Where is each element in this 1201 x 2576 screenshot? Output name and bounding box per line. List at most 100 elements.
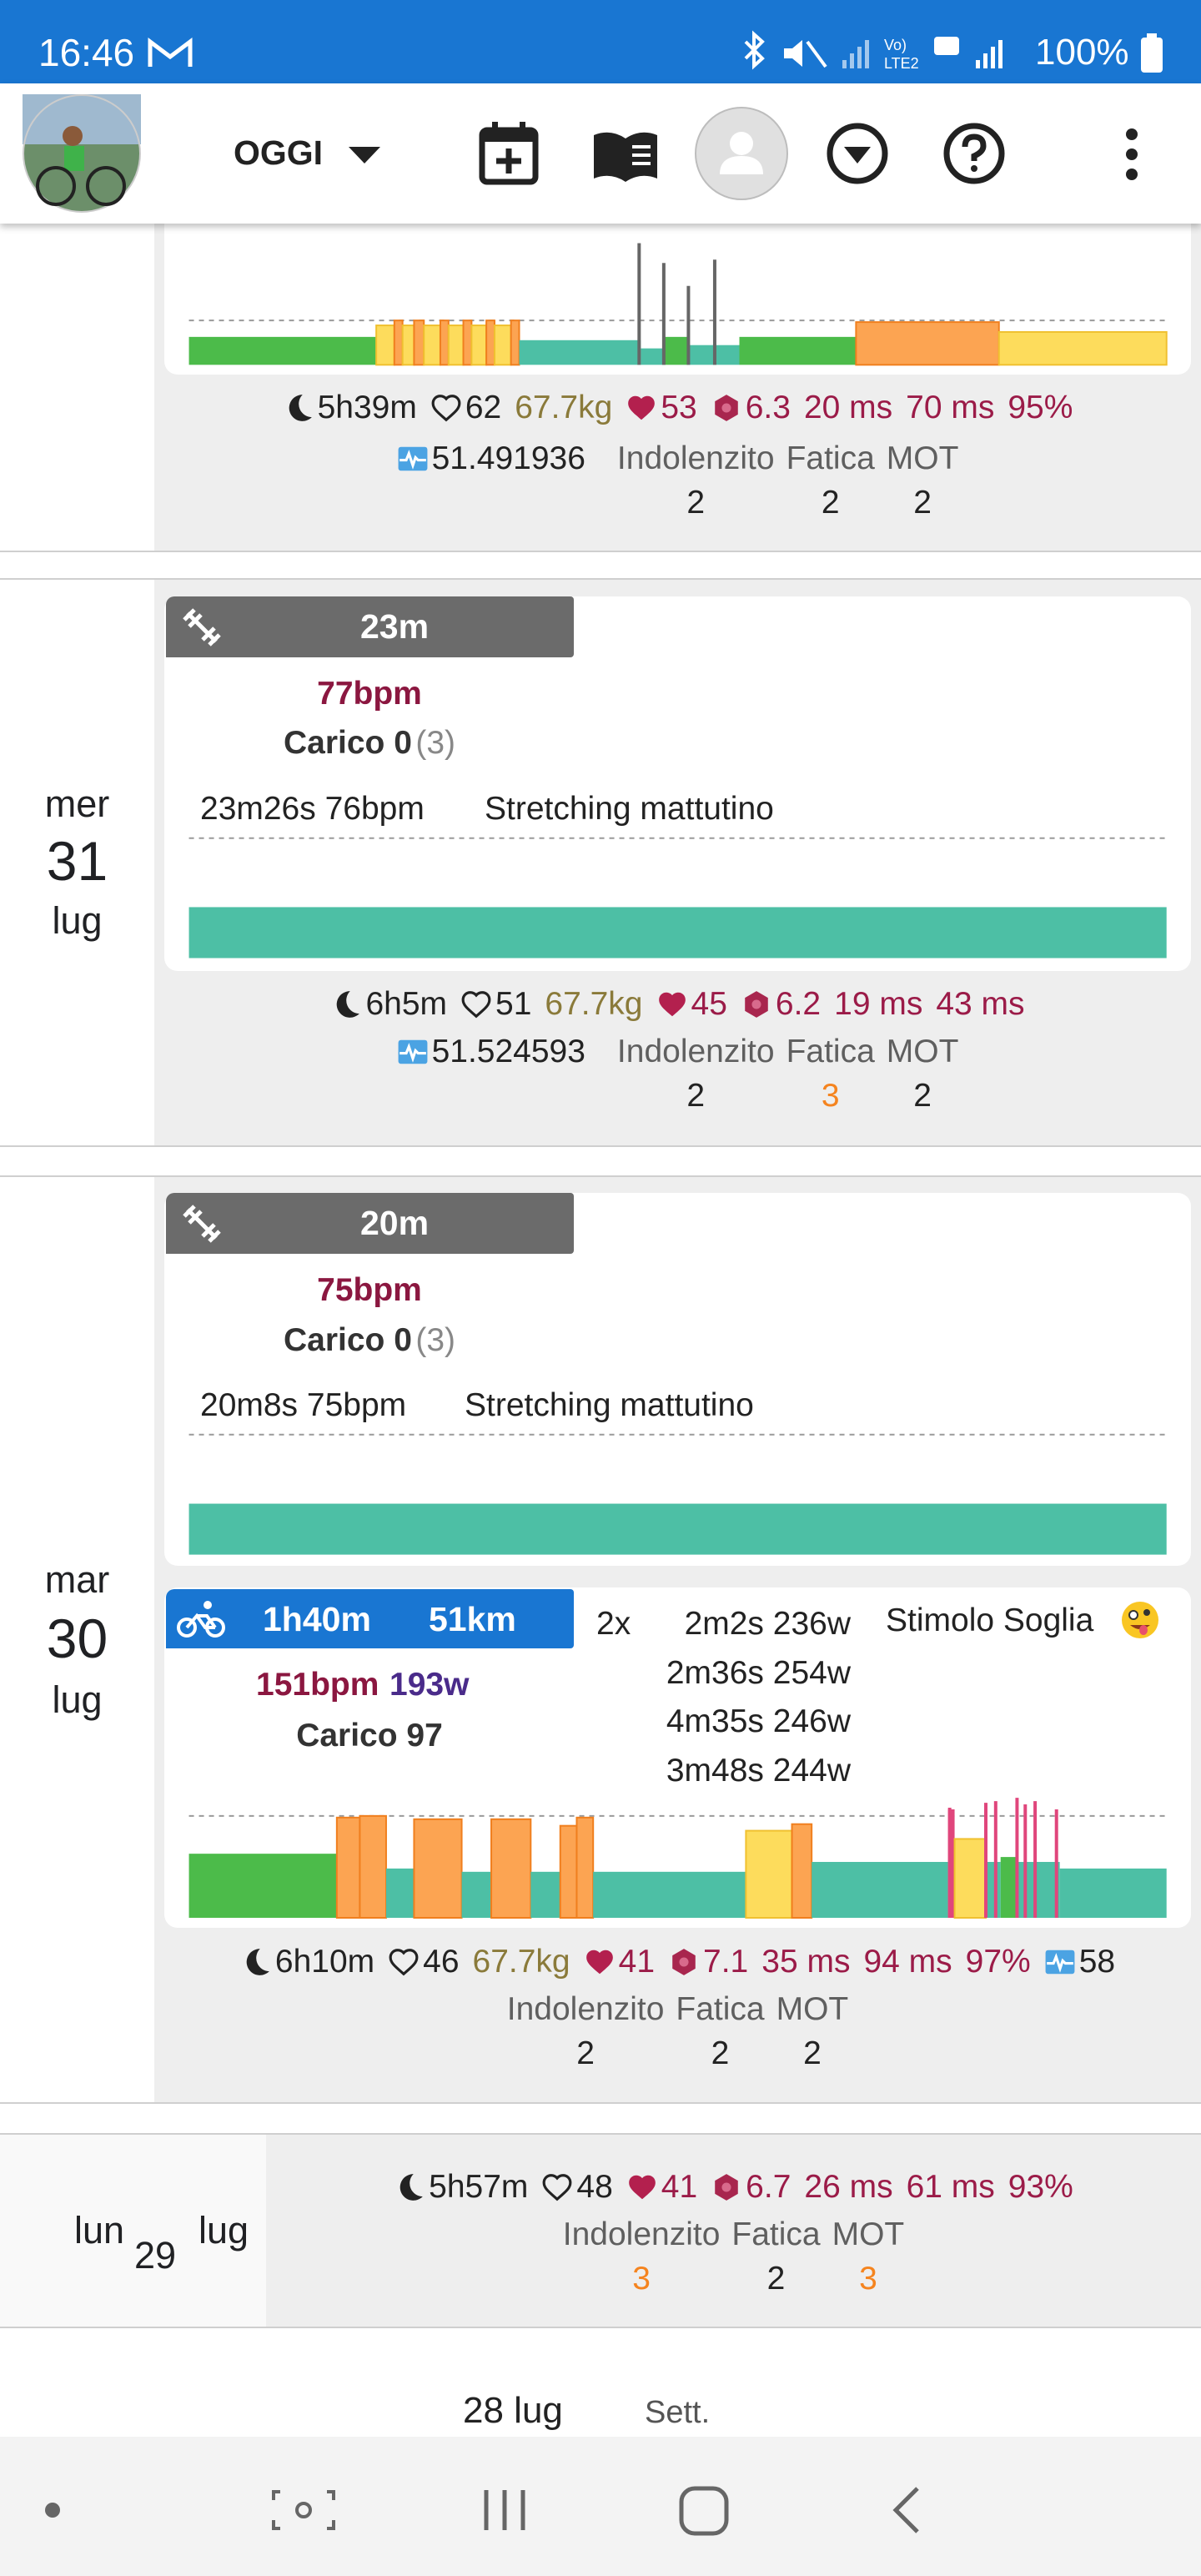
icon-shape	[399, 1043, 426, 1063]
stat: 35 ms	[761, 1944, 850, 1980]
sleep: 6h10m	[274, 1944, 375, 1980]
stat-icon	[1045, 1950, 1075, 1975]
help-icon[interactable]	[942, 122, 1006, 185]
load: Carico 0	[283, 725, 412, 761]
feeling-label: MOT	[886, 1034, 959, 1069]
hrv-low: 26 ms	[804, 2169, 893, 2205]
workout-duration: 23m	[359, 607, 430, 646]
icon-shape	[399, 2174, 423, 2201]
week-label: Sett.	[645, 2395, 711, 2430]
feeling: MOT 2	[776, 1993, 849, 2070]
stat: 6.2	[741, 986, 821, 1023]
stat-icon	[628, 395, 656, 420]
icon-shape	[721, 403, 731, 413]
menu-icon[interactable]	[1121, 127, 1143, 182]
icon-shape	[461, 991, 491, 1019]
hrv-high: 43 ms	[936, 986, 1025, 1022]
interval: 2m2s 236w	[684, 1606, 851, 1642]
feeling-value: 3	[632, 2261, 651, 2297]
feelings-row: Indolenzito 3 Fatica 2 MOT 3	[266, 2218, 1201, 2296]
view-selector[interactable]: OGGI	[234, 133, 324, 172]
weight: 67.7kg	[545, 986, 643, 1022]
stat: 67.7kg	[473, 1944, 570, 1980]
workout-header[interactable]: 1h40m 51km	[166, 1589, 574, 1648]
icon-shape	[628, 2175, 656, 2200]
variability: 58	[1078, 1944, 1116, 1980]
spo2: 95%	[1008, 390, 1073, 425]
stat: 5h39m	[283, 390, 417, 426]
stat: 51.491936	[397, 440, 585, 477]
feeling-label: Indolenzito	[562, 2216, 721, 2252]
week-date: 28 lug	[463, 2390, 563, 2431]
status-bar: 16:46 Vo) LTE2 100%	[0, 0, 1201, 83]
profile-button[interactable]	[694, 106, 789, 201]
day-column	[0, 2135, 266, 2327]
workout-hr: 75bpm	[317, 1272, 422, 1308]
stat: 19 ms	[834, 986, 922, 1023]
filter-icon[interactable]	[826, 122, 889, 185]
hr: 45	[691, 986, 727, 1022]
day-column	[0, 1177, 154, 2102]
stat: 67.7kg	[545, 986, 642, 1023]
workout-header[interactable]: 23m	[166, 596, 574, 657]
icon-shape	[1045, 1950, 1075, 1975]
dropdown-caret[interactable]	[347, 145, 382, 165]
stat: 58	[1044, 1944, 1115, 1980]
workout-hr: 151bpm	[256, 1667, 379, 1703]
stat: 48	[541, 2169, 613, 2206]
feeling-label: Fatica	[786, 440, 875, 476]
feeling-value: 2	[766, 2261, 786, 2297]
workout-card	[164, 224, 1191, 375]
diary-icon[interactable]	[590, 128, 661, 184]
stat: 95%	[1008, 390, 1073, 426]
interval: 2m36s 254w	[666, 1655, 851, 1691]
workout-duration: 20m	[359, 1204, 430, 1242]
stat-icon	[542, 2174, 572, 2201]
stat-icon	[289, 395, 312, 421]
stat: 94 ms	[863, 1944, 952, 1980]
stat-icon	[628, 2175, 656, 2200]
feeling: Indolenzito 2	[507, 1993, 665, 2070]
workout-load: Carico 97	[296, 1718, 443, 1753]
feeling-label: MOT	[886, 440, 959, 476]
hr: 41	[618, 1944, 656, 1980]
spo2: 97%	[965, 1944, 1031, 1980]
sleep: 5h39m	[317, 390, 417, 425]
icon-shape	[431, 395, 461, 422]
svg-text:Vo): Vo)	[884, 37, 907, 53]
resting-hr: 62	[465, 390, 502, 425]
avatar[interactable]	[23, 94, 141, 213]
month: lug	[52, 899, 103, 942]
stat-icon	[714, 395, 738, 421]
day-column	[0, 167, 154, 551]
icon-shape	[398, 446, 427, 471]
workout-duration: 1h40m	[263, 1600, 371, 1638]
stat: 45	[656, 986, 727, 1023]
stat: 5h57m	[394, 2169, 528, 2206]
feelings-row: Indolenzito 2 Fatica 2 MOT 2	[154, 1993, 1201, 2070]
add-event-icon[interactable]	[477, 120, 540, 187]
hr: 41	[661, 2169, 698, 2205]
stat: 6.3	[711, 390, 791, 426]
repetitions: 2x	[596, 1606, 631, 1642]
stat-icon	[399, 2174, 423, 2201]
feeling: Indolenzito 2	[617, 1035, 775, 1113]
strength-icon	[183, 608, 221, 647]
stat: 51	[460, 986, 531, 1023]
icon-shape	[628, 395, 656, 420]
icon-shape	[721, 2182, 731, 2192]
stat: 51.524593	[397, 1034, 585, 1070]
battery-level: 100%	[1035, 32, 1129, 73]
icon-shape	[337, 991, 360, 1018]
stat-icon	[389, 1949, 419, 1976]
hrv-low: 35 ms	[761, 1944, 851, 1980]
emoji	[1122, 1602, 1158, 1638]
feeling-label: Fatica	[786, 1034, 875, 1069]
stat-icon	[398, 1039, 427, 1064]
stat-icon	[658, 992, 686, 1017]
workout-header[interactable]: 20m	[166, 1193, 574, 1254]
svg-text:LTE2: LTE2	[884, 55, 919, 72]
variability: 51.491936	[431, 440, 585, 476]
feeling-value: 3	[821, 1078, 840, 1114]
summary-row: 5h57m 48 41 6.7 26 ms 61 ms 93%	[266, 2169, 1201, 2206]
